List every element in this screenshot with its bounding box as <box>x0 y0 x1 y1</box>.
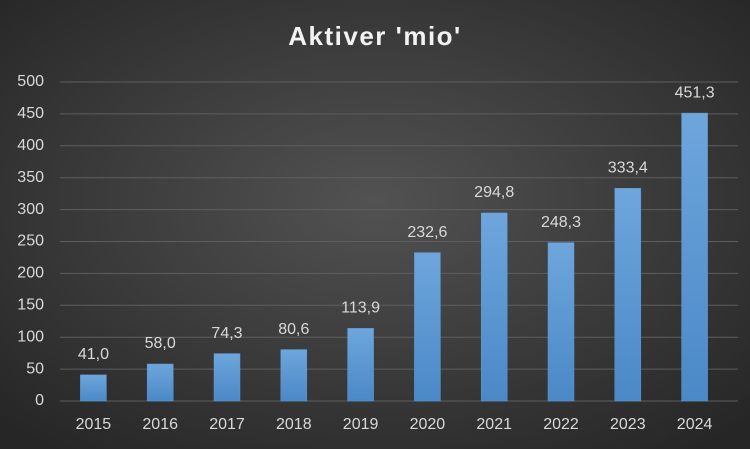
y-tick-label: 250 <box>17 233 44 250</box>
y-tick-label: 350 <box>17 169 44 186</box>
value-label: 451,3 <box>675 84 715 101</box>
value-label: 248,3 <box>541 214 581 231</box>
y-tick-label: 200 <box>17 265 44 282</box>
y-tick-label: 150 <box>17 297 44 314</box>
value-label: 232,6 <box>407 224 447 241</box>
bar <box>480 212 508 402</box>
y-tick-label: 0 <box>35 392 44 409</box>
y-tick-label: 100 <box>17 328 44 345</box>
y-tick-label: 450 <box>17 105 44 122</box>
value-label: 294,8 <box>474 184 514 201</box>
chart-title: Aktiver 'mio' <box>288 21 461 51</box>
y-tick-label: 400 <box>17 137 44 154</box>
y-tick-label: 500 <box>17 73 44 90</box>
value-label: 333,4 <box>608 160 648 177</box>
bar <box>347 328 374 402</box>
bar <box>280 349 308 402</box>
x-tick-label: 2024 <box>677 416 713 433</box>
x-tick-label: 2018 <box>276 416 312 433</box>
y-tick-label: 300 <box>17 201 44 218</box>
value-label: 113,9 <box>341 300 380 317</box>
bar <box>614 188 642 402</box>
y-tick-label: 50 <box>26 360 44 377</box>
x-tick-label: 2020 <box>410 416 446 433</box>
value-label: 41,0 <box>78 346 109 363</box>
x-tick-label: 2021 <box>476 416 512 433</box>
value-label: 58,0 <box>145 335 176 352</box>
bar <box>213 353 241 402</box>
bar <box>681 112 708 402</box>
value-label: 74,3 <box>211 325 242 342</box>
x-tick-label: 2015 <box>76 416 112 433</box>
bar <box>414 252 441 402</box>
x-tick-label: 2023 <box>610 416 646 433</box>
x-tick-label: 2019 <box>343 416 379 433</box>
x-tick-label: 2016 <box>142 416 178 433</box>
x-tick-label: 2017 <box>209 416 245 433</box>
x-tick-label: 2022 <box>543 416 579 433</box>
bar <box>146 363 174 402</box>
value-label: 80,6 <box>278 321 309 338</box>
bar <box>547 242 575 402</box>
bar <box>80 374 107 402</box>
